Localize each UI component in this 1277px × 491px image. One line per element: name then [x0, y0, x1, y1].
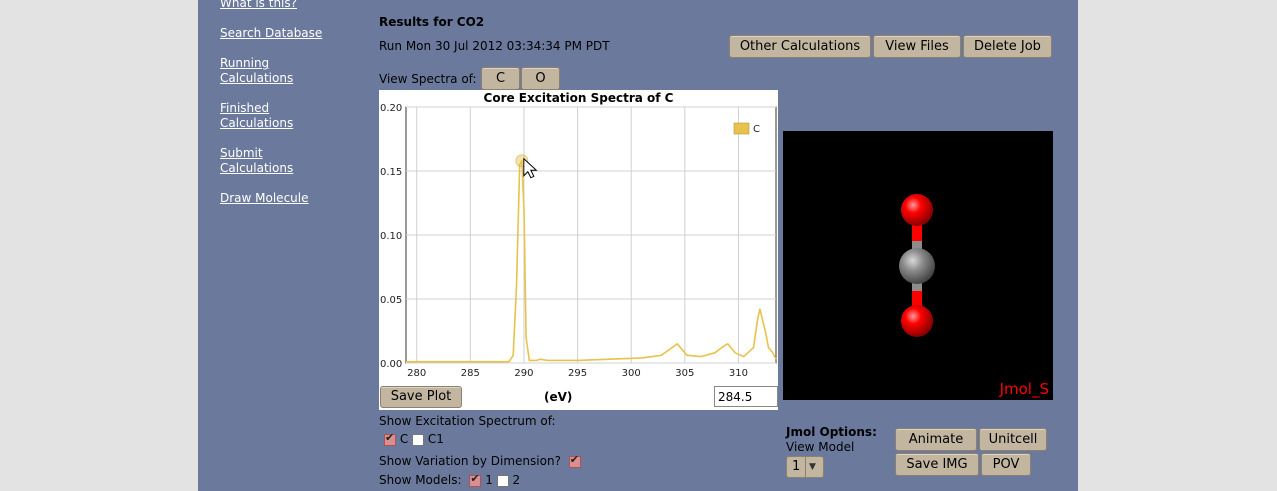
page: What is this? Search Database Running Ca… [198, 0, 1078, 491]
view-model-select[interactable]: 1 ▼ [786, 456, 824, 478]
bond-upper [912, 211, 922, 267]
legend-label: C [753, 124, 760, 135]
x-tick-label: 290 [514, 368, 533, 379]
save-plot-button[interactable]: Save Plot [380, 386, 462, 408]
view-files-button[interactable]: View Files [873, 35, 961, 58]
excitation-c1-checkbox[interactable] [412, 433, 425, 446]
models-row: Show Models: 1 2 [379, 472, 521, 488]
jmol-watermark: Jmol_S [999, 380, 1049, 398]
x-tick-label: 280 [407, 368, 426, 379]
other-calculations-button[interactable]: Other Calculations [729, 35, 871, 58]
spectrum-plot-panel: Core Excitation Spectra of C 280 285 290 29… [379, 90, 778, 410]
animate-button[interactable]: Animate [895, 428, 977, 451]
x-tick-label: 310 [729, 368, 748, 379]
legend-swatch [733, 122, 750, 135]
oxygen-atom-bottom[interactable] [901, 305, 933, 337]
variation-row: Show Variation by Dimension? [379, 453, 581, 468]
jmol-options-label: Jmol Options: [786, 425, 877, 439]
x-tick-label: 285 [461, 368, 480, 379]
carbon-atom[interactable] [899, 248, 935, 284]
variation-checkbox[interactable] [568, 453, 581, 468]
nav-submit-calculations[interactable]: Submit Calculations [220, 146, 294, 175]
models-label: Show Models: [379, 473, 462, 487]
delete-job-button[interactable]: Delete Job [963, 35, 1052, 58]
excitation-c-label: C [399, 432, 409, 446]
results-title: Results for CO2 [379, 15, 485, 29]
co2-molecule-model [899, 194, 935, 337]
nav-what-is-this[interactable]: What is this? [220, 0, 298, 10]
chevron-down-icon: ▼ [809, 462, 816, 472]
view-spectra-c-button[interactable]: C [481, 67, 520, 90]
model-2-label: 2 [512, 473, 521, 487]
model-1-checkbox[interactable] [469, 472, 482, 487]
excitation-c-checkbox[interactable] [384, 431, 396, 446]
energy-value-input[interactable] [714, 386, 778, 407]
x-tick-label: 300 [622, 368, 641, 379]
variation-label: Show Variation by Dimension? [379, 454, 561, 468]
view-spectra-o-button[interactable]: O [521, 67, 560, 90]
nav-finished-calculations[interactable]: Finished Calculations [220, 101, 294, 130]
y-tick-label: 0.10 [380, 231, 402, 242]
y-tick-label: 0.05 [380, 295, 402, 306]
view-model-label: View Model [786, 440, 855, 454]
nav-search-database[interactable]: Search Database [220, 26, 323, 40]
series-line-c[interactable] [406, 160, 777, 363]
spectrum-chart[interactable]: 280 285 290 295 300 305 310 0.00 0.05 0.10 0.15 0.2… [379, 90, 778, 410]
jmol-viewer[interactable]: Jmol_S [783, 131, 1053, 400]
model-1-label: 1 [485, 473, 493, 487]
y-tick-label: 0.20 [380, 103, 402, 114]
model-2-checkbox[interactable] [496, 474, 509, 487]
select-divider [805, 457, 806, 477]
y-tick-label: 0.00 [380, 359, 402, 370]
view-model-value: 1 [792, 459, 801, 474]
left-nav: What is this? Search Database Running Ca… [220, 0, 350, 221]
x-tick-label: 305 [675, 368, 694, 379]
view-spectra-label: View Spectra of: [379, 72, 477, 86]
nav-draw-molecule[interactable]: Draw Molecule [220, 191, 309, 205]
excitation-c1-label: C1 [427, 432, 444, 446]
y-tick-label: 0.15 [380, 167, 402, 178]
x-axis-unit-label: (eV) [544, 390, 573, 404]
excitation-options: C C1 [384, 431, 444, 446]
pov-button[interactable]: POV [981, 453, 1031, 476]
chart-title: Core Excitation Spectra of C [483, 91, 674, 105]
save-img-button[interactable]: Save IMG [895, 453, 979, 476]
oxygen-atom-top[interactable] [901, 194, 933, 226]
nav-running-calculations[interactable]: Running Calculations [220, 56, 294, 85]
run-info: Run Mon 30 Jul 2012 03:34:34 PM PDT [379, 39, 610, 53]
unitcell-button[interactable]: Unitcell [979, 428, 1047, 451]
mouse-cursor-icon [523, 157, 538, 179]
show-excitation-label: Show Excitation Spectrum of: [379, 414, 556, 428]
x-tick-label: 295 [568, 368, 587, 379]
